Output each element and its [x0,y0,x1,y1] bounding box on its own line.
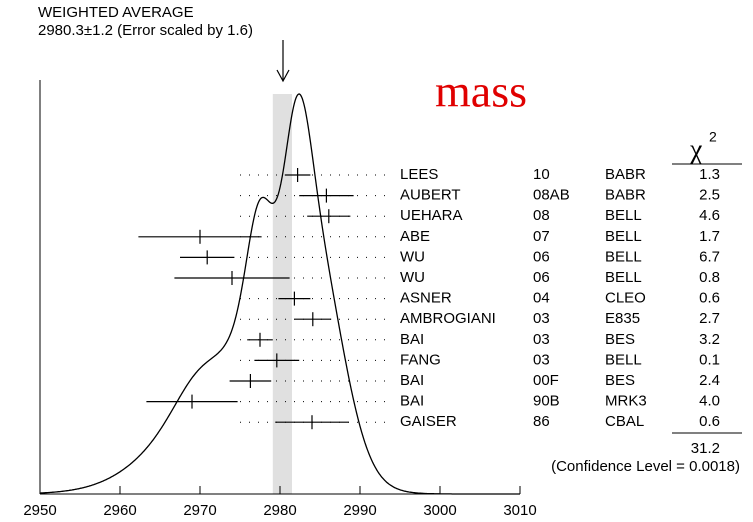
chart-title: WEIGHTED AVERAGE [38,4,194,21]
row-experiment: BABR [605,166,646,183]
row-chi2: 0.6 [699,413,720,430]
row-year: 08 [533,207,550,224]
x-tick-label: 2990 [343,502,376,519]
row-experiment: CLEO [605,290,646,307]
row-chi2: 6.7 [699,248,720,265]
row-chi2: 1.3 [699,166,720,183]
row-year: 08AB [533,187,570,204]
chart-subtitle: 2980.3±1.2 (Error scaled by 1.6) [38,22,253,39]
row-year: 10 [533,166,550,183]
row-experiment: BELL [605,228,642,245]
row-year: 06 [533,248,550,265]
x-tick-label: 2950 [23,502,56,519]
row-chi2: 2.4 [699,372,720,389]
row-year: 07 [533,228,550,245]
chi2-heading: χ 2 [689,129,717,166]
arrow-head [276,69,290,83]
row-year: 00F [533,372,559,389]
row-name: WU [400,248,425,265]
row-name: BAI [400,372,424,389]
row-year: 03 [533,331,550,348]
row-chi2: 3.2 [699,331,720,348]
row-chi2: 0.8 [699,269,720,286]
row-name: BAI [400,393,424,410]
row-name: ABE [400,228,430,245]
x-tick-label: 3010 [503,502,536,519]
row-name: AUBERT [400,187,461,204]
row-name: GAISER [400,413,457,430]
row-experiment: MRK3 [605,393,647,410]
row-chi2: 0.6 [699,290,720,307]
row-name: WU [400,269,425,286]
x-tick-label: 2980 [263,502,296,519]
annotation: mass [435,66,527,117]
row-name: UEHARA [400,207,463,224]
chi2-power: 2 [709,129,717,145]
row-name: ASNER [400,290,452,307]
row-year: 86 [533,413,550,430]
row-experiment: BELL [605,207,642,224]
chi2-symbol: χ [689,134,703,165]
row-experiment: BELL [605,269,642,286]
row-chi2: 2.5 [699,187,720,204]
row-name: AMBROGIANI [400,310,496,327]
x-tick-label: 2960 [103,502,136,519]
row-year: 03 [533,310,550,327]
row-chi2: 1.7 [699,228,720,245]
plot: 2950 2960 2970 2980 2990 3000 3010 LEES 10 BABR 1.… [23,80,720,519]
row-name: BAI [400,331,424,348]
x-tick-label: 3000 [423,502,456,519]
ideogram-curve [40,93,520,495]
confidence-level: (Confidence Level = 0.0018) [551,458,740,475]
row-experiment: CBAL [605,413,644,430]
row-name: LEES [400,166,438,183]
average-band [272,94,292,494]
chi2-total: 31.2 [691,440,720,457]
row-name: FANG [400,351,441,368]
row-experiment: BES [605,372,635,389]
row-experiment: BES [605,331,635,348]
row-year: 03 [533,351,550,368]
row-experiment: BABR [605,187,646,204]
row-experiment: E835 [605,310,640,327]
x-tick-label: 2970 [183,502,216,519]
row-chi2: 0.1 [699,351,720,368]
row-chi2: 4.6 [699,207,720,224]
row-chi2: 2.7 [699,310,720,327]
row-year: 06 [533,269,550,286]
row-experiment: BELL [605,351,642,368]
row-year: 90B [533,393,560,410]
row-chi2: 4.0 [699,393,720,410]
row-experiment: BELL [605,248,642,265]
row-year: 04 [533,290,550,307]
